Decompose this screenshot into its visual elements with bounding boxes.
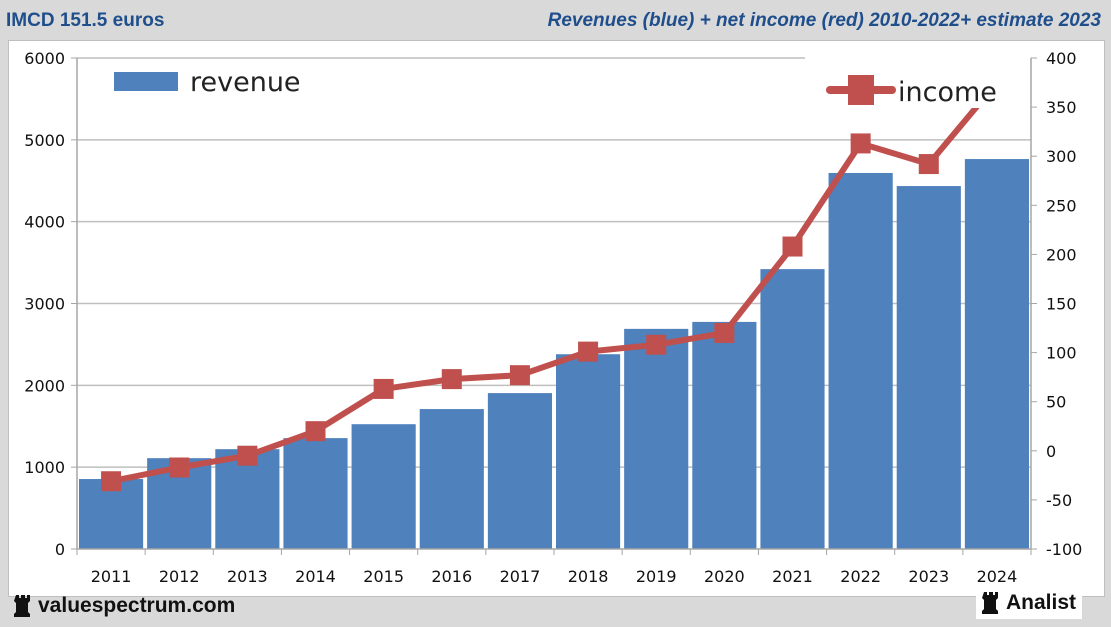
income-marker bbox=[373, 378, 394, 399]
y-left-tick-label: 1000 bbox=[24, 458, 65, 477]
legend-revenue-label: revenue bbox=[190, 67, 301, 98]
revenue-bar bbox=[419, 409, 484, 549]
revenue-bars bbox=[79, 159, 1029, 550]
axes bbox=[71, 57, 1037, 555]
y-right-tick-label: -50 bbox=[1046, 491, 1072, 510]
income-marker bbox=[918, 154, 939, 175]
brand-left-text: valuespectrum.com bbox=[38, 594, 236, 617]
income-marker bbox=[305, 421, 326, 442]
valuespectrum-brand: valuespectrum.com bbox=[14, 594, 235, 618]
x-tick-label: 2020 bbox=[704, 567, 745, 586]
income-marker bbox=[714, 322, 735, 343]
income-marker bbox=[509, 365, 530, 386]
income-marker bbox=[101, 471, 122, 492]
income-marker bbox=[782, 236, 803, 257]
income-marker bbox=[169, 457, 190, 478]
x-tick-label: 2017 bbox=[500, 567, 541, 586]
x-tick-label: 2021 bbox=[772, 567, 813, 586]
analist-brand: Analist bbox=[976, 589, 1083, 619]
y-left-tick-label: 3000 bbox=[24, 295, 65, 314]
y-left-tick-label: 2000 bbox=[24, 376, 65, 395]
y-right-tick-label: 200 bbox=[1046, 245, 1077, 264]
axis-labels: 0 1000 2000 3000 4000 5000 6000 -100 -50 0 50 100 15… bbox=[24, 49, 1082, 586]
legend-income-label: income bbox=[898, 77, 997, 108]
x-tick-label: 2024 bbox=[977, 567, 1018, 586]
revenue-bar bbox=[692, 321, 757, 549]
y-right-tick-label: 400 bbox=[1046, 49, 1077, 68]
x-tick-label: 2018 bbox=[568, 567, 609, 586]
income-marker bbox=[441, 369, 462, 390]
income-marker bbox=[850, 133, 871, 154]
rook-icon bbox=[14, 595, 30, 617]
income-marker bbox=[646, 334, 667, 355]
x-tick-label: 2016 bbox=[431, 567, 472, 586]
company-price-title: IMCD 151.5 euros bbox=[6, 10, 165, 31]
revenue-bar bbox=[760, 269, 825, 549]
chart-title: Revenues (blue) + net income (red) 2010-… bbox=[547, 10, 1101, 31]
revenue-bar bbox=[964, 159, 1029, 550]
y-right-tick-label: 50 bbox=[1046, 393, 1066, 412]
legend: revenue income bbox=[114, 67, 997, 108]
x-tick-label: 2019 bbox=[636, 567, 677, 586]
x-tick-label: 2014 bbox=[295, 567, 336, 586]
y-right-tick-label: -100 bbox=[1046, 540, 1082, 559]
revenue-bar bbox=[828, 172, 893, 549]
y-left-tick-label: 4000 bbox=[24, 213, 65, 232]
brand-right-text: Analist bbox=[1006, 591, 1077, 614]
y-right-tick-label: 250 bbox=[1046, 196, 1077, 215]
revenue-bar bbox=[283, 438, 348, 549]
revenue-bar bbox=[215, 449, 280, 549]
y-right-tick-label: 350 bbox=[1046, 98, 1077, 117]
y-right-tick-label: 150 bbox=[1046, 295, 1077, 314]
legend-income-marker bbox=[848, 75, 874, 105]
income-series-line bbox=[110, 108, 980, 485]
x-tick-label: 2011 bbox=[91, 567, 132, 586]
legend-revenue-swatch bbox=[114, 72, 178, 91]
x-tick-label: 2022 bbox=[840, 567, 881, 586]
rook-icon bbox=[982, 592, 998, 614]
y-left-tick-label: 0 bbox=[55, 540, 65, 559]
y-left-tick-label: 6000 bbox=[24, 49, 65, 68]
revenue-bar bbox=[556, 354, 621, 549]
y-left-tick-label: 5000 bbox=[24, 131, 65, 150]
revenue-bar bbox=[624, 328, 689, 549]
x-tick-label: 2012 bbox=[159, 567, 200, 586]
x-tick-label: 2023 bbox=[908, 567, 949, 586]
income-line bbox=[101, 108, 980, 492]
revenue-bar bbox=[487, 393, 552, 549]
y-right-tick-label: 300 bbox=[1046, 147, 1077, 166]
y-right-tick-label: 100 bbox=[1046, 344, 1077, 363]
revenue-bar bbox=[896, 186, 961, 550]
x-tick-label: 2015 bbox=[363, 567, 404, 586]
revenue-bar bbox=[351, 424, 416, 549]
y-right-tick-label: 0 bbox=[1046, 442, 1056, 461]
x-tick-label: 2013 bbox=[227, 567, 268, 586]
income-marker bbox=[578, 341, 599, 362]
income-marker bbox=[237, 445, 258, 466]
